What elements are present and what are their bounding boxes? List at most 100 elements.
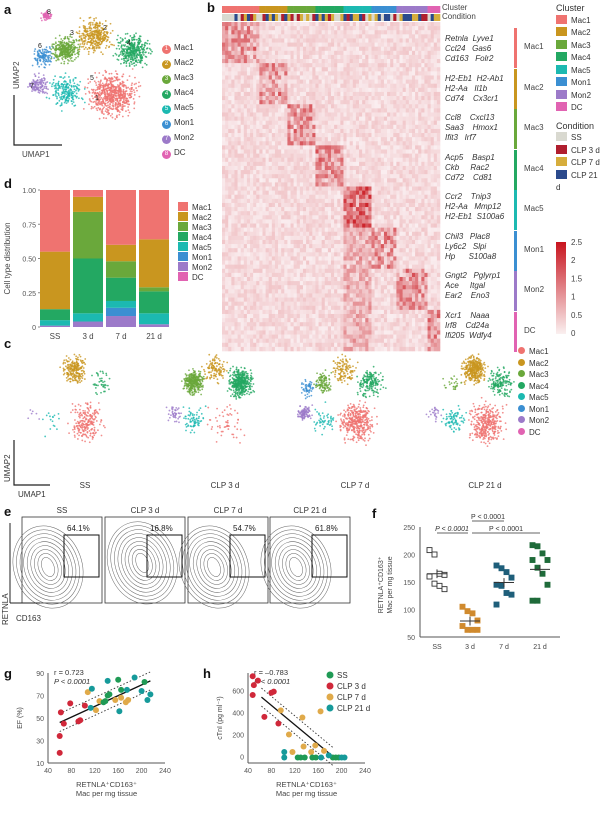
- heatmap-cell: [436, 108, 441, 113]
- umap-point: [94, 23, 97, 26]
- umap-point: [133, 55, 136, 58]
- umap-point: [84, 40, 86, 43]
- heatmap-cell: [318, 133, 322, 138]
- umap-point: [86, 43, 88, 45]
- umap-point: [133, 91, 136, 94]
- heatmap-cell: [306, 79, 310, 84]
- heatmap-cell: [365, 63, 369, 68]
- heatmap-cell: [237, 137, 241, 142]
- heatmap-cell: [380, 137, 385, 142]
- heatmap-cell: [359, 108, 363, 113]
- heatmap-cell: [259, 59, 263, 64]
- heatmap-cell: [253, 157, 257, 163]
- heatmap-cell: [225, 22, 229, 27]
- umap-point: [69, 88, 72, 91]
- umap-point: [48, 45, 51, 48]
- heatmap-cell: [402, 96, 407, 101]
- heatmap-cell: [387, 96, 391, 101]
- heatmap-cell: [228, 46, 232, 52]
- heatmap-cell: [368, 63, 372, 68]
- umap-point: [55, 44, 58, 47]
- heatmap-cell: [337, 141, 341, 146]
- umap-point: [105, 35, 107, 38]
- heatmap-cell: [309, 42, 313, 47]
- heatmap-cell: [240, 38, 245, 43]
- heatmap-cell: [262, 170, 266, 175]
- heatmap-cell: [374, 46, 379, 52]
- heatmap-cell: [433, 46, 438, 52]
- heatmap-cell: [231, 145, 235, 150]
- heatmap-cell: [355, 91, 360, 97]
- condition-track-cell: [415, 14, 419, 21]
- heatmap-cell: [349, 63, 354, 68]
- umap-point: [105, 24, 108, 27]
- heatmap-cell: [246, 100, 251, 105]
- heatmap-cell: [365, 104, 369, 109]
- heatmap-cell: [374, 79, 379, 84]
- heatmap-cell: [427, 26, 431, 31]
- heatmap-cell: [268, 54, 273, 60]
- heatmap-cell: [355, 26, 360, 31]
- heatmap-cell: [393, 79, 397, 84]
- heatmap-cell: [234, 96, 238, 101]
- heatmap-cell: [365, 161, 369, 167]
- heatmap-cell: [309, 145, 313, 150]
- heatmap-cell: [387, 124, 391, 130]
- umap-point: [72, 39, 75, 42]
- umap-point: [64, 72, 67, 75]
- heatmap-cell: [265, 63, 270, 68]
- heatmap-cell: [287, 63, 291, 68]
- umap-point: [87, 50, 90, 53]
- umap-point: [110, 76, 113, 79]
- heatmap-cell: [318, 26, 322, 31]
- umap-point: [78, 38, 81, 41]
- heatmap-cell: [271, 145, 276, 150]
- heatmap-cell: [296, 141, 301, 146]
- condition-track-cell: [402, 14, 407, 21]
- heatmap-cell: [405, 46, 410, 52]
- heatmap-cell: [405, 108, 410, 113]
- umap-point: [83, 88, 86, 90]
- heatmap-cell: [365, 137, 369, 142]
- cluster-number-label: 7: [30, 83, 34, 90]
- heatmap-cell: [293, 38, 298, 43]
- heatmap-cell: [337, 46, 341, 52]
- heatmap-cell: [290, 157, 294, 163]
- umap-point: [90, 30, 93, 33]
- heatmap-cell: [430, 42, 435, 47]
- heatmap-cell: [359, 145, 363, 150]
- heatmap-cell: [433, 161, 438, 167]
- heatmap-cell: [334, 128, 338, 134]
- heatmap-cell: [293, 100, 298, 105]
- umap-point: [102, 113, 105, 115]
- heatmap-cell: [225, 170, 229, 175]
- heatmap-cell: [430, 91, 435, 97]
- heatmap-cell: [222, 75, 226, 80]
- heatmap-cell: [315, 141, 319, 146]
- cluster-track-cell: [324, 6, 329, 13]
- heatmap-cell: [343, 67, 347, 72]
- heatmap-cell: [299, 54, 304, 60]
- heatmap-cell: [393, 116, 397, 121]
- heatmap-cell: [352, 124, 357, 130]
- umap-point: [105, 27, 107, 30]
- heatmap-cell: [262, 104, 266, 109]
- heatmap-cell: [225, 116, 229, 121]
- umap-point: [100, 26, 103, 29]
- condition-track-cell: [337, 14, 341, 21]
- heatmap-cell: [265, 79, 270, 84]
- cluster-track-cell: [362, 6, 366, 13]
- umap-point: [95, 35, 98, 38]
- heatmap-cell: [399, 100, 403, 105]
- heatmap-cell: [433, 137, 438, 142]
- heatmap-cell: [337, 59, 341, 64]
- umap-point: [41, 85, 44, 88]
- heatmap-cell: [278, 120, 282, 126]
- heatmap-cell: [390, 71, 394, 76]
- heatmap-cell: [396, 79, 400, 84]
- heatmap-cell: [250, 83, 254, 89]
- heatmap-cell: [374, 38, 379, 43]
- heatmap-cell: [390, 141, 394, 146]
- heatmap-cell: [402, 59, 407, 64]
- cluster-track-cell: [327, 6, 332, 13]
